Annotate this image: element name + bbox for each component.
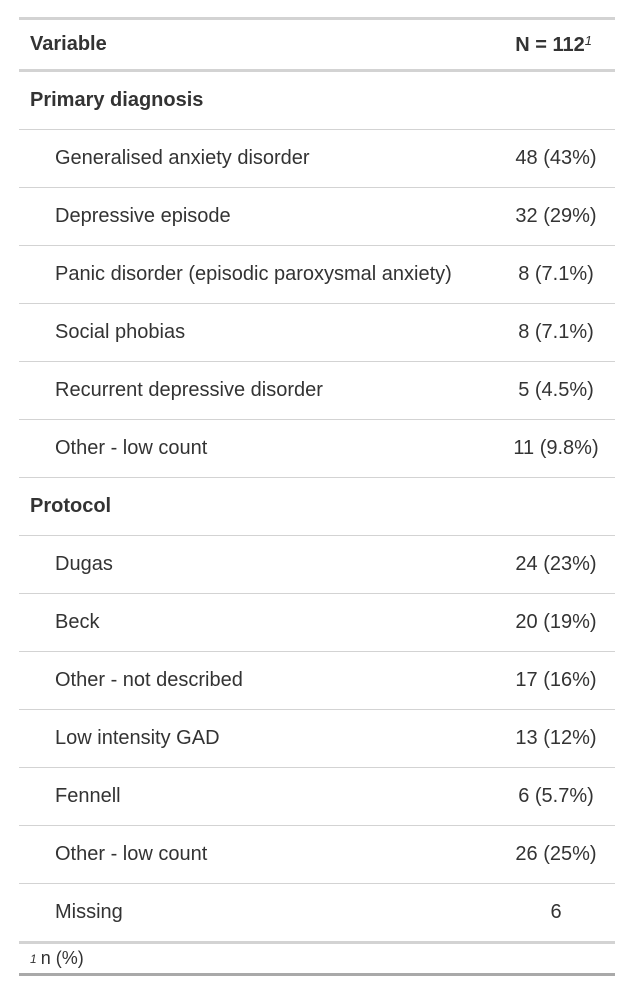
row-value: 6 (5.7%) [518,785,594,807]
row-value: 11 (9.8%) [513,437,599,459]
group-row-protocol: Protocol [19,478,615,536]
table-row: Social phobias 8 (7.1%) [19,304,615,362]
summary-table: Variable N = 1121 Primary diagnosis Gene… [19,17,615,976]
table-header: Variable N = 1121 [19,20,615,69]
table-row: Beck 20 (19%) [19,594,615,652]
n-column-header-text: N = 112 [515,33,585,56]
row-label: Depressive episode [55,205,231,227]
footnote-marker: 1 [584,32,592,48]
footnote-marker: 1 [30,951,37,966]
group-label: Protocol [30,495,112,517]
row-value: 8 (7.1%) [518,321,594,343]
row-label: Generalised anxiety disorder [55,147,310,169]
row-value: 5 (4.5%) [518,379,594,401]
group-label: Primary diagnosis [30,89,204,111]
header-rule [19,69,615,72]
table-row: Recurrent depressive disorder 5 (4.5%) [19,362,615,420]
row-value: 24 (23%) [515,553,597,575]
row-label: Beck [55,611,100,633]
row-label: Other - not described [55,669,243,691]
table-row: Depressive episode 32 (29%) [19,188,615,246]
row-value: 13 (12%) [515,727,597,749]
row-label: Low intensity GAD [55,727,220,749]
variable-column-header: Variable [30,33,107,55]
body-bottom-rule [19,941,615,944]
row-label: Other - low count [55,437,208,459]
table-row: Other - not described 17 (16%) [19,652,615,710]
table-row: Other - low count 11 (9.8%) [19,420,615,478]
table-bottom-rule [19,973,615,976]
table-row: Other - low count 26 (25%) [19,826,615,884]
row-label: Other - low count [55,843,208,865]
footnote-text: n (%) [40,948,84,968]
row-value: 6 [550,901,562,923]
table-row: Panic disorder (episodic paroxysmal anxi… [19,246,615,304]
row-value: 48 (43%) [515,147,597,169]
row-label: Missing [55,901,123,923]
row-value: 26 (25%) [515,843,597,865]
group-row-primary-diagnosis: Primary diagnosis [19,72,615,130]
table-row: Dugas 24 (23%) [19,536,615,594]
row-value: 20 (19%) [515,611,597,633]
row-value: 17 (16%) [515,669,597,691]
row-label: Social phobias [55,321,186,343]
row-label: Fennell [55,785,121,807]
table-row: Low intensity GAD 13 (12%) [19,710,615,768]
table-top-rule [19,17,615,20]
row-value: 32 (29%) [515,205,597,227]
table-row: Missing 6 [19,884,615,941]
row-label: Panic disorder (episodic paroxysmal anxi… [55,263,452,285]
row-label: Recurrent depressive disorder [55,379,323,401]
n-column-header: N = 1121 [515,33,615,57]
table-row: Fennell 6 (5.7%) [19,768,615,826]
table-row: Generalised anxiety disorder 48 (43%) [19,130,615,188]
row-value: 8 (7.1%) [518,263,594,285]
row-label: Dugas [55,553,113,575]
